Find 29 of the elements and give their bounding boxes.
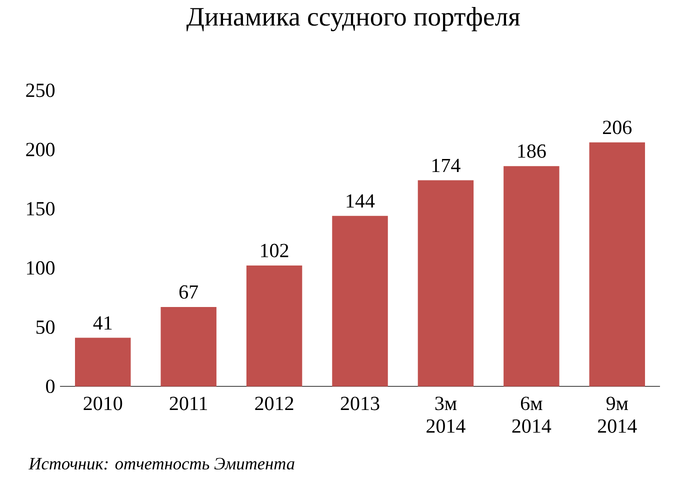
x-tick-label: 2012 <box>255 396 294 410</box>
data-label: 206 <box>603 120 632 134</box>
bar <box>504 166 560 386</box>
chart-title: Динамика ссудного портфеля <box>186 7 520 32</box>
data-label: 102 <box>261 244 288 258</box>
y-tick-label: 250 <box>26 84 55 98</box>
y-tick-label: 100 <box>27 261 55 275</box>
bar <box>589 142 646 386</box>
text: Источник: отчетность Эмитента <box>28 458 294 470</box>
x-tick-label: 6м 2014 <box>512 396 552 433</box>
bar <box>332 216 388 386</box>
y-tick-label: 150 <box>27 202 55 216</box>
x-tick-label: 2010 <box>84 396 122 410</box>
data-label: 41 <box>93 316 112 330</box>
bar <box>418 180 474 386</box>
y-tick-label: 50 <box>36 320 55 334</box>
y-tick-label: 0 <box>46 380 55 394</box>
data-label: 144 <box>346 194 375 208</box>
y-tick-label: 200 <box>26 142 55 156</box>
data-label: 67 <box>179 285 198 299</box>
x-tick-label: 3м 2014 <box>426 396 466 433</box>
x-tick-label: 2013 <box>340 396 380 410</box>
bar <box>75 338 131 386</box>
data-label: 174 <box>432 158 460 172</box>
bar <box>160 306 216 386</box>
x-tick-label: 9м 2014 <box>598 396 637 433</box>
data-label: 186 <box>518 144 546 158</box>
bar <box>246 266 302 386</box>
x-tick-label: 2011 <box>170 396 208 410</box>
